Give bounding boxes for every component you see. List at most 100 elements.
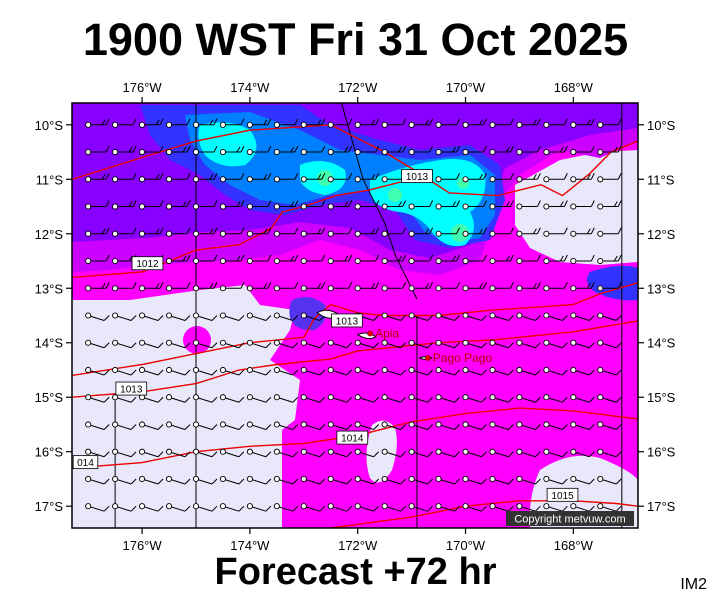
wind-barb (246, 282, 272, 292)
wind-barb (300, 227, 326, 237)
lon-label-top: 168°W (554, 80, 594, 95)
wind-barb (354, 366, 380, 376)
lat-label-left: 12°S (35, 227, 64, 242)
wind-barb (570, 448, 595, 458)
wind-barbs (85, 118, 622, 512)
wind-barb (273, 366, 299, 376)
wind-barb (165, 145, 191, 156)
wind-barb (489, 118, 514, 128)
isobar-label: 1013 (115, 381, 148, 396)
wind-barb (273, 503, 299, 512)
wind-barb (300, 421, 326, 430)
wind-barb (165, 475, 191, 485)
wind-barb (219, 200, 245, 210)
wind-barb (165, 282, 191, 292)
wind-barb (543, 173, 568, 183)
wind-barb (273, 145, 299, 156)
wind-barb (570, 503, 595, 512)
wind-barb (381, 366, 407, 376)
wind-barb (516, 394, 541, 403)
wind-barb (85, 282, 110, 292)
wind-barb (85, 339, 110, 349)
wind-barb (85, 394, 110, 403)
isobar-label: 1012 (131, 256, 164, 270)
wind-barb (543, 118, 568, 128)
wind-barb (381, 503, 407, 512)
wind-barb (219, 503, 245, 512)
wind-barb (408, 118, 434, 128)
isobar-label: 1014 (336, 430, 369, 445)
lat-label-left: 11°S (36, 172, 64, 187)
isobar-label: 1013 (331, 313, 363, 327)
wind-barb (354, 200, 380, 210)
lat-label-right: 17°S (647, 499, 676, 514)
wind-barb (246, 145, 272, 156)
wind-barb (462, 254, 487, 265)
wind-barb (570, 282, 595, 292)
lat-label-right: 10°S (647, 118, 676, 133)
wind-barb (246, 227, 272, 237)
wind-barb (300, 173, 326, 183)
wind-barb (543, 200, 568, 210)
wind-barb (435, 118, 460, 128)
lat-label-right: 16°S (647, 445, 676, 460)
rain-region-light-west (72, 285, 300, 528)
wind-barb (408, 282, 434, 292)
wind-barb (516, 200, 541, 210)
wind-barb (192, 200, 218, 210)
wind-barb (246, 448, 272, 458)
wind-barb (543, 145, 568, 156)
wind-barb (435, 200, 460, 210)
wind-barb (165, 312, 191, 321)
wind-barb (327, 475, 353, 485)
wind-barb (543, 448, 568, 458)
lon-label-top: 174°W (230, 80, 270, 95)
wind-barb (597, 394, 622, 403)
wind-barb (354, 421, 380, 430)
wind-barb (543, 339, 568, 349)
lon-label-bottom: 172°W (338, 538, 378, 553)
rain-region-aqua-2 (388, 188, 402, 202)
wind-barb (139, 200, 164, 210)
wind-barb (327, 339, 353, 349)
wind-barb (381, 145, 407, 156)
wind-barb (543, 254, 568, 265)
wind-barb (85, 312, 110, 321)
wind-barb (139, 227, 164, 237)
wind-barb (139, 394, 164, 403)
wind-barb (273, 312, 299, 321)
wind-barb (192, 173, 218, 183)
wind-barb (462, 118, 487, 128)
wind-barb (165, 173, 191, 183)
wind-barb (300, 448, 326, 458)
lon-label-top: 172°W (338, 80, 378, 95)
wind-barb (192, 366, 218, 376)
wind-barb (327, 394, 353, 403)
wind-barb (246, 339, 272, 349)
place-label: Apia (375, 326, 399, 340)
lat-label-left: 10°S (35, 118, 64, 133)
isobar-label-text: 014 (77, 458, 94, 469)
wind-barb (408, 254, 434, 265)
wind-barb (219, 475, 245, 485)
wind-barb (489, 366, 514, 376)
wind-barb (300, 118, 326, 128)
wind-barb (246, 366, 272, 376)
wind-barb (435, 339, 460, 349)
wind-barb (354, 503, 380, 512)
wind-barb (246, 475, 272, 485)
isobar-label: 014 (72, 455, 99, 469)
axis-ticks: 176°W 176°W 174°W 174°W 172°W 172°W 170°W 170°W… (35, 80, 676, 553)
wind-barb (516, 173, 541, 183)
wind-barb (381, 339, 407, 349)
wind-barb (300, 339, 326, 349)
wind-barb (489, 173, 514, 183)
rain-region-blue-samoa (289, 296, 327, 331)
wind-barb (165, 118, 191, 128)
wind-barb (219, 173, 245, 183)
wind-barb (543, 312, 568, 321)
isobar-label: 1013 (401, 169, 433, 183)
rain-region-aqua-3 (451, 224, 469, 242)
wind-barb (516, 118, 541, 128)
